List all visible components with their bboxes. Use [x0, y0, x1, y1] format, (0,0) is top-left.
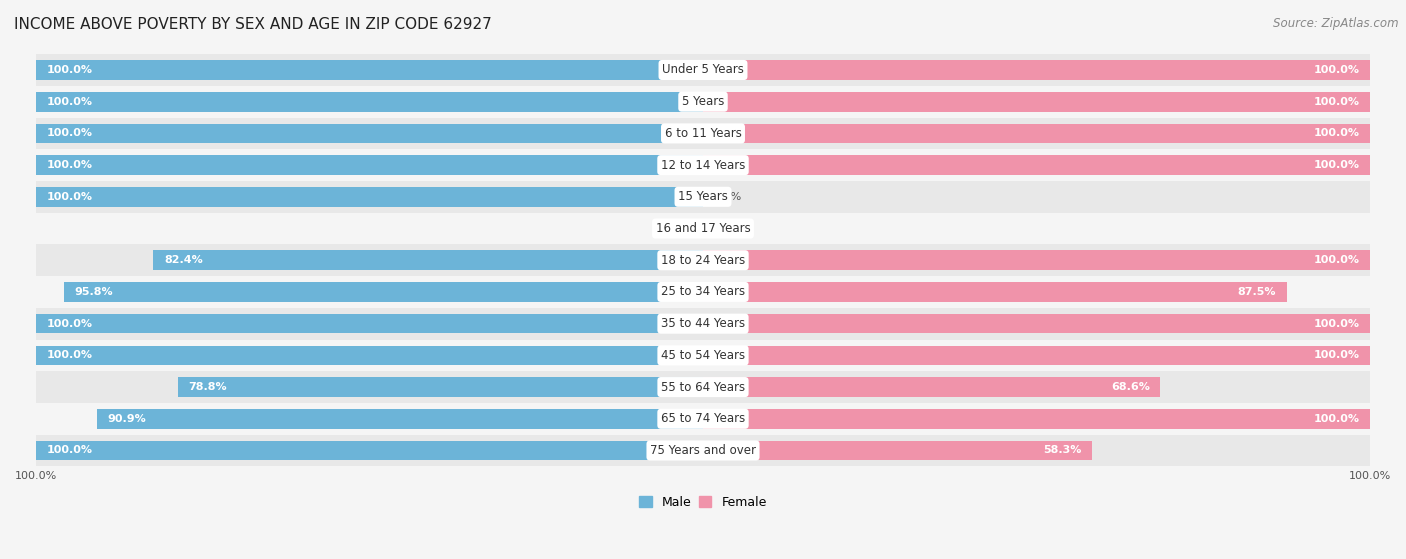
Bar	[97, 409, 703, 429]
Text: 55 to 64 Years: 55 to 64 Years	[661, 381, 745, 394]
Bar	[37, 345, 703, 365]
Bar	[703, 440, 1092, 460]
Text: 100.0%: 100.0%	[1313, 97, 1360, 107]
Bar	[37, 440, 703, 460]
Text: 0.0%: 0.0%	[714, 192, 742, 202]
Text: 58.3%: 58.3%	[1043, 446, 1081, 456]
Bar	[37, 155, 703, 175]
Text: 100.0%: 100.0%	[1313, 414, 1360, 424]
Text: 78.8%: 78.8%	[188, 382, 226, 392]
Text: 68.6%: 68.6%	[1111, 382, 1150, 392]
Bar	[37, 124, 703, 143]
Bar	[37, 187, 703, 207]
Bar	[37, 92, 703, 112]
Text: 5 Years: 5 Years	[682, 95, 724, 108]
Text: 12 to 14 Years: 12 to 14 Years	[661, 159, 745, 172]
Text: 95.8%: 95.8%	[75, 287, 114, 297]
Bar	[703, 282, 1286, 302]
Text: 87.5%: 87.5%	[1237, 287, 1275, 297]
Text: 15 Years: 15 Years	[678, 190, 728, 203]
Bar	[37, 339, 1369, 371]
Text: 65 to 74 Years: 65 to 74 Years	[661, 413, 745, 425]
Text: 45 to 54 Years: 45 to 54 Years	[661, 349, 745, 362]
Bar	[37, 86, 1369, 117]
Text: 100.0%: 100.0%	[46, 129, 93, 139]
Bar	[153, 250, 703, 270]
Text: 75 Years and over: 75 Years and over	[650, 444, 756, 457]
Bar	[703, 124, 1369, 143]
Bar	[703, 250, 1369, 270]
Text: 25 to 34 Years: 25 to 34 Years	[661, 286, 745, 299]
Bar	[37, 276, 1369, 308]
Text: 82.4%: 82.4%	[165, 255, 202, 265]
Bar	[65, 282, 703, 302]
Text: 16 and 17 Years: 16 and 17 Years	[655, 222, 751, 235]
Legend: Male, Female: Male, Female	[634, 491, 772, 514]
Bar	[37, 212, 1369, 244]
Text: 100.0%: 100.0%	[1313, 129, 1360, 139]
Text: 100.0%: 100.0%	[46, 446, 93, 456]
Bar	[37, 117, 1369, 149]
Text: 100.0%: 100.0%	[1313, 350, 1360, 361]
Bar	[703, 409, 1369, 429]
Bar	[37, 435, 1369, 466]
Bar	[703, 377, 1160, 397]
Text: 0.0%: 0.0%	[714, 224, 742, 234]
Bar	[703, 345, 1369, 365]
Text: 0.0%: 0.0%	[664, 224, 692, 234]
Text: 100.0%: 100.0%	[46, 65, 93, 75]
Text: 35 to 44 Years: 35 to 44 Years	[661, 317, 745, 330]
Text: 100.0%: 100.0%	[46, 319, 93, 329]
Bar	[703, 92, 1369, 112]
Bar	[37, 371, 1369, 403]
Text: 100.0%: 100.0%	[1313, 255, 1360, 265]
Text: 100.0%: 100.0%	[46, 160, 93, 170]
Text: 100.0%: 100.0%	[1313, 160, 1360, 170]
Text: 100.0%: 100.0%	[1313, 319, 1360, 329]
Text: 100.0%: 100.0%	[46, 192, 93, 202]
Bar	[703, 155, 1369, 175]
Text: Source: ZipAtlas.com: Source: ZipAtlas.com	[1274, 17, 1399, 30]
Bar	[37, 244, 1369, 276]
Bar	[703, 60, 1369, 80]
Text: 100.0%: 100.0%	[46, 350, 93, 361]
Text: Under 5 Years: Under 5 Years	[662, 64, 744, 77]
Bar	[37, 60, 703, 80]
Text: INCOME ABOVE POVERTY BY SEX AND AGE IN ZIP CODE 62927: INCOME ABOVE POVERTY BY SEX AND AGE IN Z…	[14, 17, 492, 32]
Text: 100.0%: 100.0%	[46, 97, 93, 107]
Text: 18 to 24 Years: 18 to 24 Years	[661, 254, 745, 267]
Bar	[37, 149, 1369, 181]
Bar	[37, 314, 703, 334]
Bar	[37, 308, 1369, 339]
Bar	[37, 54, 1369, 86]
Text: 100.0%: 100.0%	[1313, 65, 1360, 75]
Bar	[177, 377, 703, 397]
Bar	[37, 403, 1369, 435]
Bar	[703, 314, 1369, 334]
Text: 6 to 11 Years: 6 to 11 Years	[665, 127, 741, 140]
Text: 90.9%: 90.9%	[107, 414, 146, 424]
Bar	[37, 181, 1369, 212]
